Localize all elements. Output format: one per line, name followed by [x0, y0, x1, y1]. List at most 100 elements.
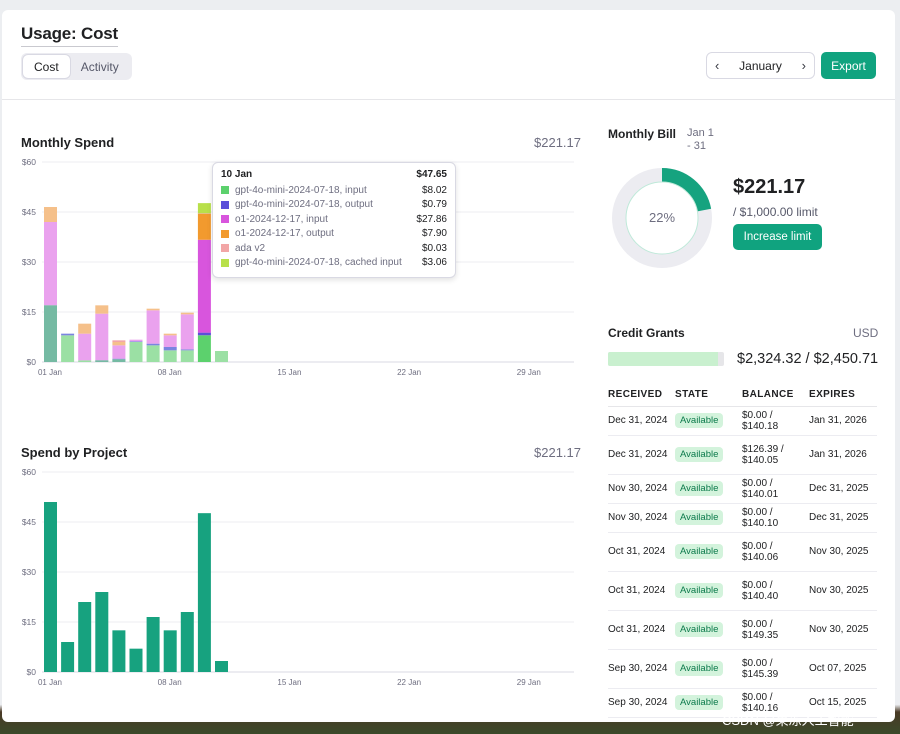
y-tick-label: $45: [22, 517, 36, 527]
x-tick-label: 15 Jan: [277, 368, 301, 377]
spend-bar-segment: [146, 310, 160, 344]
tooltip-value: $8.02: [421, 184, 447, 196]
grant-received: Dec 31, 2024: [608, 449, 668, 460]
month-label[interactable]: January: [739, 58, 782, 73]
spend-bar-segment: [112, 342, 126, 346]
chevron-right-icon[interactable]: ›: [801, 58, 806, 73]
usage-panel: Usage: Cost Cost Activity ‹ January › Ex…: [2, 10, 895, 722]
grant-expires: Dec 31, 2025: [809, 512, 869, 523]
grant-row: Sep 30, 2024 Available $0.00 / $145.39 Oct …: [608, 649, 877, 689]
project-bar: [180, 612, 194, 672]
grant-state: Available: [675, 583, 724, 598]
tooltip-row: gpt-4o-mini-2024-07-18, output $0.79: [221, 198, 447, 213]
donut-inner-ring: [625, 181, 699, 255]
project-bar: [61, 642, 75, 672]
project-bar: [163, 630, 177, 672]
spend-bar-segment: [146, 343, 160, 346]
spend-bar-overlay: [95, 360, 109, 362]
tooltip-swatch: [221, 215, 229, 224]
grant-row: Dec 31, 2024 Available $126.39 / $140.05 Ja…: [608, 435, 877, 475]
grant-received: Dec 31, 2024: [608, 415, 668, 426]
grant-balance: $0.00 / $140.40: [742, 579, 779, 602]
tooltip-label: o1-2024-12-17, input: [235, 213, 328, 225]
spend-bar-segment: [61, 333, 75, 336]
grant-state: Available: [675, 695, 724, 710]
grant-row: Dec 31, 2024 Available $0.00 / $140.18 Jan …: [608, 406, 877, 436]
spend-bar-segment: [44, 222, 57, 306]
tab-activity[interactable]: Activity: [80, 60, 119, 74]
tooltip-row: o1-2024-12-17, output $7.90: [221, 227, 447, 242]
spend-bar-segment: [197, 213, 211, 214]
project-bar: [129, 648, 143, 672]
grant-received: Oct 31, 2024: [608, 585, 666, 596]
col-state: STATE: [675, 384, 742, 407]
grant-expires: Nov 30, 2025: [809, 624, 869, 635]
project-bar: [197, 513, 211, 672]
credit-grants-currency: USD: [853, 326, 879, 340]
grant-state: Available: [675, 447, 724, 462]
tooltip-value: $27.86: [416, 213, 447, 225]
grant-row: Oct 31, 2024 Available $0.00 / $149.35 Nov …: [608, 610, 877, 650]
col-expires: EXPIRES: [809, 384, 877, 407]
export-button[interactable]: Export: [821, 52, 876, 79]
page-title: Usage: Cost: [21, 24, 118, 47]
grant-expires: Nov 30, 2025: [809, 585, 869, 596]
credit-grants-bar-fill: [608, 352, 719, 366]
x-tick-label: 08 Jan: [158, 368, 182, 377]
spend-bar-segment: [129, 342, 143, 362]
tooltip-value: $0.79: [421, 199, 447, 211]
spend-bar-segment: [112, 340, 126, 342]
tooltip-label: gpt-4o-mini-2024-07-18, cached input: [235, 257, 402, 269]
grant-state: Available: [675, 510, 724, 525]
spend-by-project-title: Spend by Project: [21, 445, 128, 460]
grant-expires: Jan 31, 2026: [809, 415, 867, 426]
grant-row: Nov 30, 2024 Available $0.00 / $140.10 Dec …: [608, 503, 877, 533]
monthly-spend-total: $221.17: [534, 135, 581, 150]
spend-bar-segment: [197, 203, 211, 214]
y-tick-label: $0: [27, 357, 37, 367]
grant-row: Oct 31, 2024 Available $0.00 / $140.06 Nov …: [608, 532, 877, 572]
donut-progress: [612, 168, 712, 268]
spend-bar-segment: [163, 335, 177, 347]
grant-expires: Oct 07, 2025: [809, 663, 867, 674]
spend-bar-segment: [61, 335, 75, 362]
watermark: CSDN @果冻人工智能: [722, 713, 854, 728]
y-tick-label: $60: [22, 467, 36, 477]
grant-state: Available: [675, 622, 724, 637]
tooltip-label: o1-2024-12-17, output: [235, 228, 334, 240]
spend-bar-segment: [163, 350, 177, 362]
chevron-left-icon[interactable]: ‹: [715, 58, 720, 73]
spend-bar-segment: [129, 339, 143, 342]
tooltip-swatch: [221, 186, 229, 195]
monthly-bill-title: Monthly Bill: [608, 127, 676, 141]
spend-tooltip: 10 Jan $47.65 gpt-4o-mini-2024-07-18, in…: [212, 162, 456, 278]
bill-limit: / $1,000.00 limit: [733, 205, 818, 219]
x-tick-label: 01 Jan: [38, 368, 62, 377]
grant-balance: $0.00 / $140.10: [742, 506, 779, 529]
grant-expires: Oct 15, 2025: [809, 697, 867, 708]
grant-received: Sep 30, 2024: [608, 697, 668, 708]
increase-limit-button[interactable]: Increase limit: [733, 224, 822, 250]
x-tick-label: 22 Jan: [397, 678, 421, 687]
spend-bar-segment: [146, 345, 160, 362]
grant-balance: $126.39 / $140.05: [742, 443, 784, 466]
tooltip-row: o1-2024-12-17, input $27.86: [221, 212, 447, 227]
credit-grants-amount: $2,324.32 / $2,450.71: [737, 351, 879, 367]
project-bar: [78, 602, 92, 672]
tab-cost[interactable]: Cost: [23, 55, 70, 78]
month-selector: ‹ January ›: [706, 52, 815, 79]
spend-bar-segment: [197, 335, 211, 362]
spend-bar-segment: [78, 333, 92, 361]
grant-balance: $0.00 / $149.35: [742, 618, 779, 641]
y-tick-label: $15: [22, 307, 36, 317]
project-bar: [215, 661, 228, 672]
y-tick-label: $0: [27, 667, 37, 677]
grant-row: Nov 30, 2024 Available $0.00 / $140.01 Dec …: [608, 474, 877, 504]
tooltip-row: ada v2 $0.03: [221, 241, 447, 256]
spend-bar-segment: [163, 347, 177, 351]
tooltip-row: gpt-4o-mini-2024-07-18, cached input $3.0…: [221, 256, 447, 271]
tooltip-swatch: [221, 244, 229, 253]
grant-received: Oct 31, 2024: [608, 546, 666, 557]
monthly-spend-chart: $60 $45 $30 $15 $001 Jan 08 Jan 15 Jan 22 Jan 29…: [22, 157, 574, 377]
bill-amount: $221.17: [733, 176, 806, 198]
